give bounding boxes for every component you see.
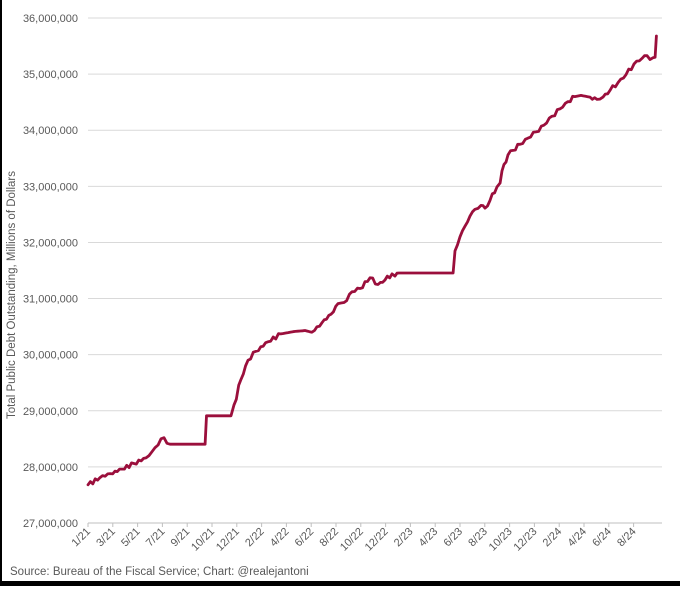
y-axis-title: Total Public Debt Outstanding, Millions … [6,171,18,419]
x-tick-label: 12/22 [363,526,391,554]
x-tick-label: 4/22 [268,526,292,550]
y-tick-label: 36,000,000 [23,13,78,25]
x-tick-label: 2/23 [392,526,416,550]
x-tick-label: 6/23 [441,526,465,550]
y-tick-label: 28,000,000 [23,462,78,474]
x-tick-label: 6/24 [590,526,614,550]
y-tick-label: 30,000,000 [23,350,78,362]
x-tick-label: 8/24 [615,526,639,550]
x-tick-label: 6/22 [293,526,317,550]
x-tick-label: 12/21 [214,526,242,554]
x-tick-label: 5/21 [119,526,143,550]
x-tick-label: 10/23 [487,526,515,554]
x-tick-label: 2/24 [541,526,565,550]
y-gridlines [88,17,662,524]
x-tick-label: 12/23 [512,526,540,554]
x-tick-label: 10/22 [338,526,366,554]
x-tick-label: 4/23 [417,526,441,550]
y-tick-label: 31,000,000 [23,294,78,306]
x-tick-label: 2/22 [243,526,267,550]
y-tick-label: 34,000,000 [23,125,78,137]
left-border [0,0,2,586]
x-tick-label: 7/21 [144,526,168,550]
debt-series-line [86,34,658,487]
y-tick-label: 33,000,000 [23,181,78,193]
y-tick-label: 32,000,000 [23,237,78,249]
y-tick-label: 27,000,000 [23,518,78,530]
y-axis-labels: 27,000,000 28,000,000 29,000,000 30,000,000… [23,13,78,530]
x-tick-label: 3/21 [94,526,118,550]
y-tick-label: 29,000,000 [23,406,78,418]
bottom-border [0,581,680,586]
x-tick-label: 4/24 [565,526,589,550]
x-tick-label: 10/21 [189,526,217,554]
y-tick-label: 35,000,000 [23,69,78,81]
x-axis [87,523,635,527]
source-note: Source: Bureau of the Fiscal Service; Ch… [10,566,309,578]
